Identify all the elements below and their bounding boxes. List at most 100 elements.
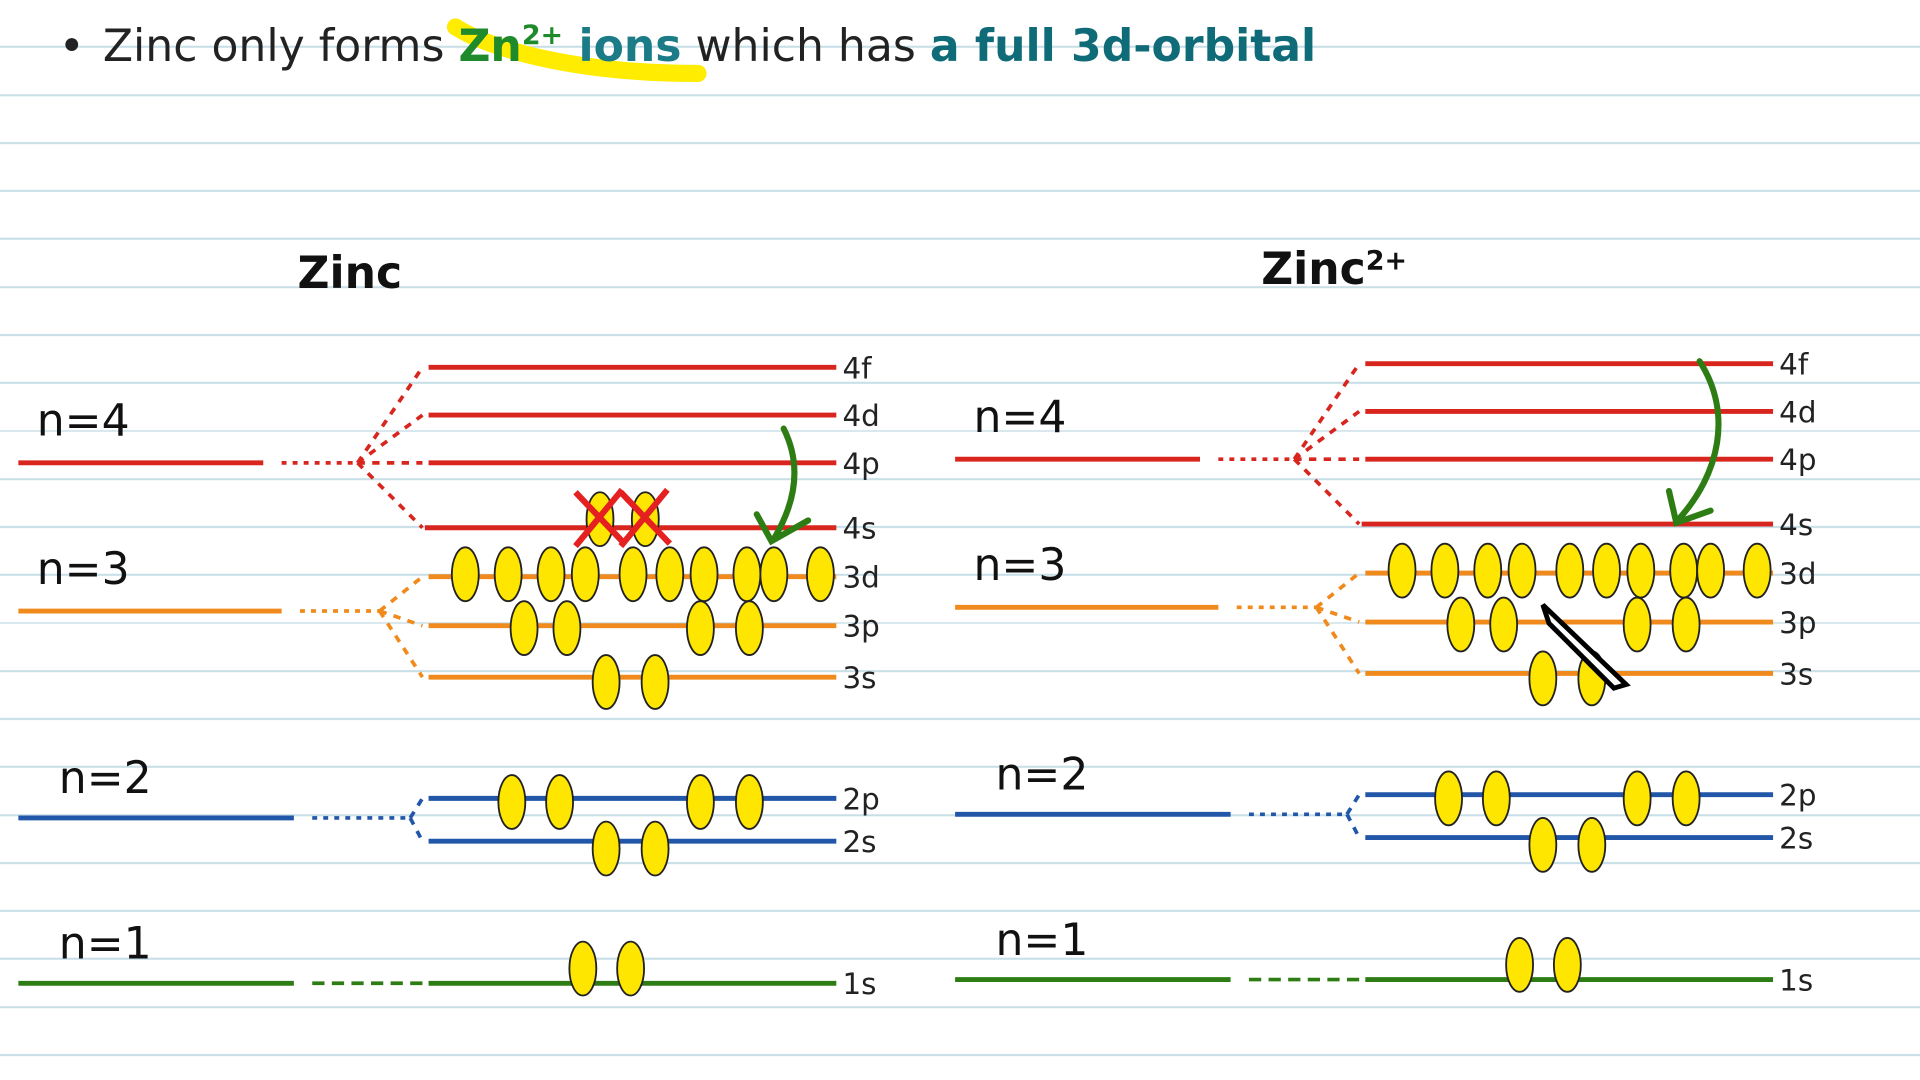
text: Zinc only forms (103, 21, 459, 72)
shell-label: n=1 (59, 919, 152, 970)
subshell-label: 3s (842, 661, 876, 695)
text: Zn (458, 21, 521, 72)
connector (356, 461, 424, 530)
text: which has (681, 21, 929, 72)
electron (686, 774, 715, 830)
shell-label: n=2 (996, 750, 1089, 801)
subshell-label: 1s (1779, 964, 1813, 998)
subshell-label: 3s (1779, 657, 1813, 691)
connector (1315, 571, 1361, 609)
subshell-label: 3d (1779, 557, 1816, 591)
electron (552, 600, 582, 657)
connector (1315, 605, 1360, 624)
shell-label: n=4 (37, 396, 130, 447)
electron (1481, 770, 1511, 827)
electron (509, 600, 539, 657)
electron (591, 654, 621, 710)
connector (356, 413, 424, 465)
text: a full 3d-orbital (930, 21, 1316, 72)
connector (1345, 813, 1361, 839)
connector (356, 366, 424, 464)
electron (686, 600, 715, 657)
shell-label: n=4 (973, 392, 1066, 443)
subshell-label: 3d (842, 561, 879, 595)
subshell-label: 3p (1779, 606, 1816, 640)
electron (640, 654, 670, 710)
arrow (1665, 358, 1722, 527)
pen-cursor (1540, 603, 1631, 691)
subshell-label: 4f (842, 351, 872, 385)
electron (1528, 650, 1558, 707)
electron (759, 546, 789, 603)
electron (655, 546, 685, 603)
electron (1473, 542, 1503, 599)
cross (573, 487, 627, 549)
electron (1430, 542, 1460, 599)
electron (732, 546, 762, 603)
arrow (753, 425, 812, 546)
connector (1292, 457, 1361, 526)
electron (1622, 596, 1652, 653)
panel-title: Zinc2+ (1261, 244, 1407, 295)
subshell-label: 4s (1779, 508, 1813, 542)
electron (570, 546, 600, 603)
electron (1555, 542, 1585, 599)
electron (1671, 770, 1701, 827)
electron (735, 774, 764, 830)
shell-label: n=3 (973, 540, 1066, 591)
electron (1626, 542, 1656, 599)
connector (378, 575, 424, 613)
electron (1592, 542, 1621, 599)
electron (640, 820, 670, 877)
electron (735, 600, 764, 657)
electron (591, 820, 621, 877)
shell-label: n=1 (996, 915, 1089, 966)
electron (450, 546, 480, 603)
subshell-label: 1s (842, 967, 876, 1001)
connector (1314, 606, 1361, 675)
subshell-label: 2p (1779, 779, 1816, 813)
electron (1742, 542, 1772, 599)
title-text: Zinc (1261, 244, 1366, 295)
electron (493, 546, 523, 603)
electron (1434, 770, 1463, 827)
panel-title: Zinc (298, 248, 403, 299)
subshell-label: 2p (842, 782, 879, 816)
electron (545, 774, 574, 830)
subshell-label: 2s (1779, 822, 1813, 856)
panel: Zinc n=4 n=3 n=2 n=1 4f 4d 4p 4s 3d 3p 3s 2p 2s 1s (18, 248, 880, 1001)
electron (497, 774, 527, 830)
electron (1696, 542, 1725, 599)
electron (616, 940, 645, 997)
subshell-label: 3p (842, 610, 879, 644)
connector (378, 610, 424, 679)
electron (1489, 596, 1519, 653)
electron (536, 546, 566, 603)
subshell-label: 4d (1779, 395, 1816, 429)
electron (1446, 596, 1476, 653)
electron (1669, 542, 1699, 599)
panel: Zinc2+ n=4 n=3 n=2 n=1 4f 4d 4p 4s 3d 3p 3s 2p 2s 1s (955, 244, 1817, 998)
electron (1387, 542, 1417, 599)
text: ions (563, 21, 681, 72)
subshell-label: 4s (842, 512, 876, 546)
shell-label: n=3 (37, 544, 130, 595)
electron (806, 546, 835, 603)
subshell-label: 2s (842, 825, 876, 859)
superscript: 2+ (522, 20, 563, 51)
electron (618, 546, 648, 603)
electron (1505, 937, 1534, 993)
electron (1577, 817, 1607, 873)
header-text: • Zinc only forms Zn2+ ions which has a … (59, 20, 1316, 72)
electron (568, 940, 598, 997)
cross (618, 487, 673, 549)
bullet: • (59, 21, 85, 72)
connector (1293, 409, 1361, 461)
subshell-label: 4d (842, 399, 879, 433)
subshell-label: 4p (1779, 443, 1816, 477)
subshell-label: 4p (842, 447, 879, 481)
connector (408, 817, 425, 843)
highlight (446, 18, 707, 83)
electron (1528, 817, 1558, 873)
